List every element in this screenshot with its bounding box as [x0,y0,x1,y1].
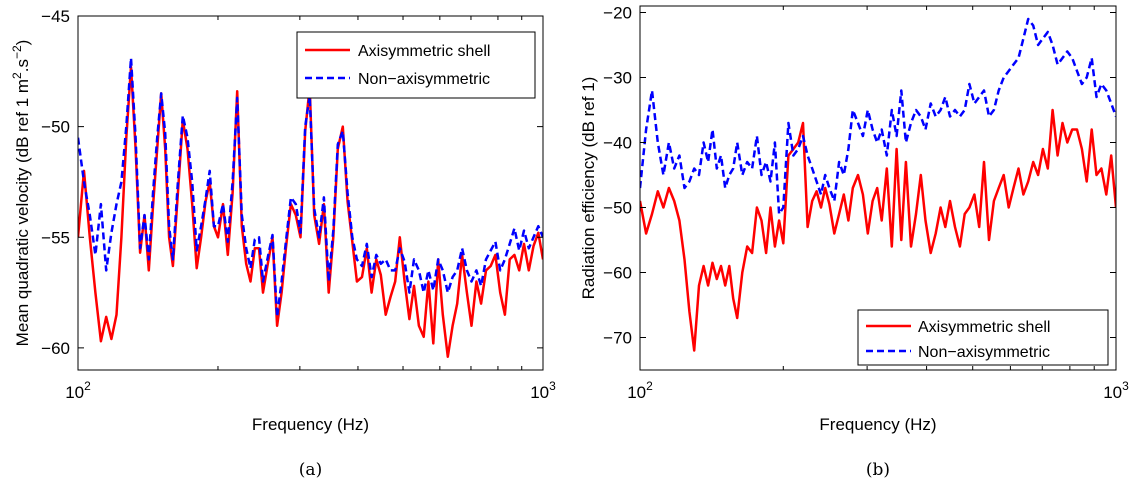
chart-b-series-axisymmetric [640,108,1116,352]
chart-b-legend-box [857,309,1109,366]
chart-a-series-nonaxisymmetric [78,56,543,319]
chart-a-legend-label-nonaxisymmetric: Non−axisymmetric [358,71,490,88]
chart-b-xlabel: Frequency (Hz) [819,415,936,434]
chart-a-ytick-label: −55 [41,228,70,247]
chart-b-legend-label-nonaxisymmetric: Non−axisymmetric [918,344,1050,361]
chart-a-ytick-label: −60 [41,339,70,358]
chart-a-xtick-label: 103 [530,379,556,402]
chart-a-plot [78,56,543,358]
chart-b-ytick-label: −70 [603,329,632,348]
chart-b-legend: Axisymmetric shell Non−axisymmetric [857,309,1109,366]
chart-a-legend-label-axisymmetric: Axisymmetric shell [358,43,490,60]
chart-a-legend-box [296,31,536,99]
chart-a-legend: Axisymmetric shell Non−axisymmetric [296,31,536,99]
chart-a-frame [77,15,544,371]
chart-b-ticks: −20 −30 −40 −50 −60 −70 102 103 [603,4,1129,403]
chart-a-ytick-label: −45 [41,7,70,26]
chart-b-xtick-label: 102 [627,379,653,402]
chart-b-xtick-label: 103 [1103,379,1129,402]
chart-a-caption: (a) [299,460,322,480]
chart-b-caption: (b) [866,460,890,480]
chart-b-ytick-label: −20 [603,4,632,23]
chart-b-ytick-label: −60 [603,264,632,283]
chart-a-ticks: −45 −50 −55 −60 102 103 [41,7,556,402]
chart-a-ylabel: Mean quadratic velocity (dB ref 1 m2.s−2… [10,40,32,347]
chart-b-series-nonaxisymmetric [640,17,1116,216]
chart-b-ytick-label: −40 [603,134,632,153]
chart-a-xlabel: Frequency (Hz) [252,415,369,434]
chart-b-ytick-label: −50 [603,199,632,218]
chart-a: −45 −50 −55 −60 102 103 Frequency (Hz) Mean q… [10,7,556,480]
chart-b-ytick-label: −30 [603,69,632,88]
chart-a-ytick-label: −50 [41,118,70,137]
chart-b-ylabel: Radiation efficiency (dB ref 1) [579,77,598,300]
chart-b-plot [640,17,1116,352]
chart-a-xtick-label: 102 [65,379,91,402]
chart-b-frame [639,5,1117,371]
chart-b-legend-label-axisymmetric: Axisymmetric shell [918,319,1050,336]
